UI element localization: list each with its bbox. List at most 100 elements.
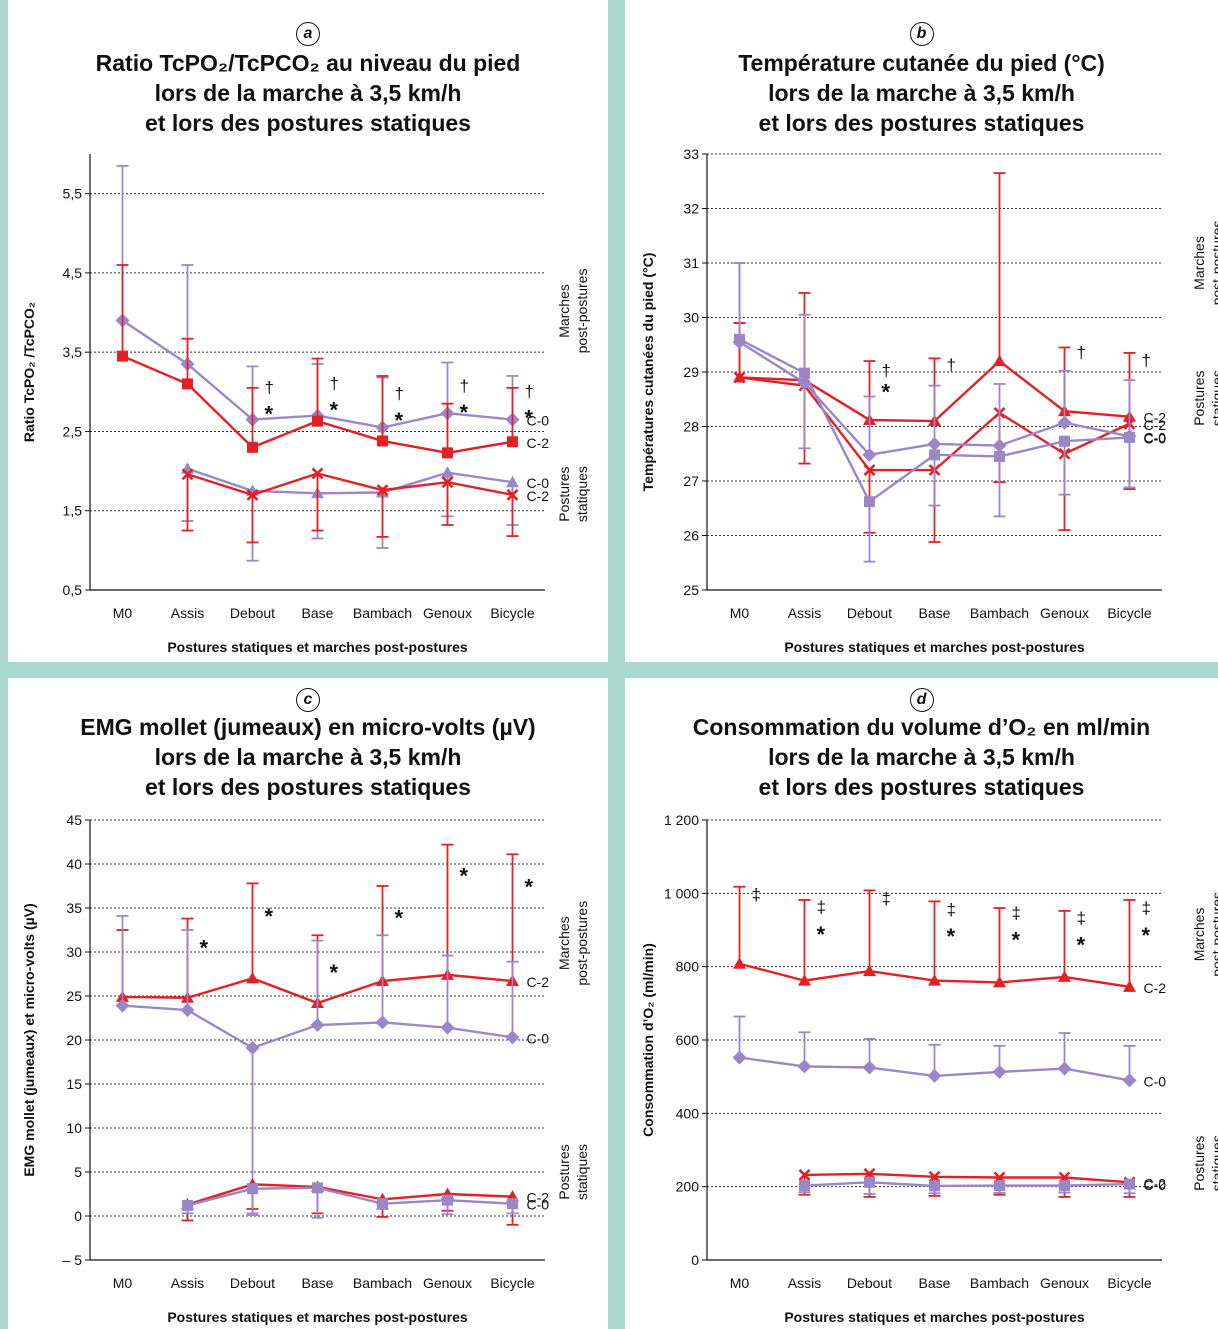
data-point-square (1059, 1180, 1070, 1192)
significance-marker: † (882, 361, 891, 380)
series-end-label: C-2 (527, 974, 550, 990)
series-c-0-postures: C-0 (798, 1176, 1167, 1195)
series-c-0-marches: C-0 (732, 1015, 1167, 1089)
significance-marker: * (330, 398, 339, 423)
significance-marker: ‡ (1142, 899, 1151, 918)
y-tick-label: 2,5 (63, 423, 83, 439)
y-tick-label: 35 (66, 900, 82, 916)
significance-marker: † (1142, 351, 1151, 370)
group-label-marches: post-postures (574, 901, 590, 986)
data-point-square (247, 441, 258, 453)
y-tick-label: 25 (66, 988, 82, 1004)
panel-title: Température cutanée du pied (°C) lors de… (625, 48, 1218, 138)
series-end-label: C-0 (1144, 1073, 1167, 1089)
data-point-diamond (732, 1050, 747, 1065)
group-label-marches: post-postures (1209, 892, 1218, 977)
chart-b: 25 26 27 28 29 30 31 32 33 M0 Assis Debout Base Bamba… (640, 148, 1218, 655)
series-end-label: C-0 (527, 1197, 550, 1213)
data-point-square (442, 1194, 453, 1206)
title-line-2: lors de la marche à 3,5 km/h (154, 80, 462, 106)
y-tick-label: 1,5 (63, 503, 83, 519)
series-line (187, 1186, 513, 1207)
x-tick-label: Base (302, 605, 334, 621)
group-label-postures: Postures (1191, 1136, 1207, 1191)
x-tick-label: M0 (113, 1275, 133, 1291)
x-tick-label: M0 (730, 1275, 750, 1291)
y-tick-label: 29 (683, 364, 699, 380)
series-end-label: C-2 (1144, 980, 1167, 996)
panel-c: c EMG mollet (jumeaux) en micro-volts (µ… (8, 678, 608, 1329)
group-label-marches: post-postures (1209, 221, 1218, 306)
y-tick-label: 30 (683, 310, 699, 326)
x-tick-label: M0 (730, 605, 750, 621)
significance-marker: ‡ (1077, 908, 1086, 927)
significance-marker: † (265, 378, 274, 397)
data-point-x (441, 476, 454, 489)
x-tick-label: Base (919, 605, 951, 621)
x-axis-title: Postures statiques et marches post-postu… (167, 1309, 468, 1325)
significance-marker: ‡ (752, 885, 761, 904)
significance-marker: * (882, 380, 891, 405)
chart-d: 0 200 400 600 800 1 000 1 200 M0 Assis Debout Base… (640, 812, 1218, 1325)
data-point-diamond (992, 1064, 1007, 1079)
y-tick-label: 1 200 (664, 812, 699, 828)
data-point-square (507, 1198, 518, 1210)
title-line-2: lors de la marche à 3,5 km/h (768, 80, 1075, 106)
title-line-2: lors de la marche à 3,5 km/h (154, 744, 462, 770)
series-line (187, 472, 513, 497)
data-point-diamond (180, 1003, 195, 1018)
group-label-postures: Postures (556, 466, 572, 521)
significance-marker: * (525, 875, 534, 900)
y-tick-label: 5 (74, 1164, 82, 1180)
series-end-label: C-0 (527, 413, 550, 429)
significance-marker: * (525, 406, 534, 431)
y-axis-title: Ratio TcPO₂ /TcPCO₂ (21, 302, 37, 442)
x-tick-label: Bicycle (1107, 1275, 1152, 1291)
significance-marker: † (460, 376, 469, 395)
series-c-0-marches: C-0 (115, 164, 550, 435)
data-point-diamond (862, 1060, 877, 1075)
group-label-postures: Postures (1191, 371, 1207, 426)
title-line-1: Consommation du volume d’O₂ en ml/min (692, 714, 1151, 740)
series-end-label: C-0 (1144, 1177, 1167, 1193)
significance-marker: * (1012, 928, 1021, 953)
significance-marker: ‡ (817, 897, 826, 916)
series-end-label: C-0 (1144, 430, 1167, 446)
x-tick-label: Genoux (1040, 605, 1089, 621)
data-point-diamond (862, 447, 877, 462)
x-axis-title: Postures statiques et marches post-postu… (784, 639, 1085, 655)
group-label-postures: statiques (1209, 370, 1218, 426)
x-tick-label: Debout (230, 1275, 275, 1291)
title-line-1: Température cutanée du pied (°C) (738, 50, 1105, 76)
significance-marker: † (525, 382, 534, 401)
significance-marker: * (460, 863, 469, 888)
data-point-x (863, 464, 876, 477)
data-point-diamond (440, 1020, 455, 1035)
data-point-diamond (992, 438, 1007, 453)
y-tick-label: 4,5 (63, 265, 83, 281)
data-point-x (376, 484, 389, 497)
data-point-square (312, 1182, 323, 1194)
data-point-triangle (181, 462, 194, 474)
x-tick-label: Bambach (353, 605, 412, 621)
data-point-square (864, 1176, 875, 1188)
data-point-square (734, 333, 745, 345)
series-end-label: C-2 (527, 1190, 550, 1206)
data-point-triangle (798, 974, 811, 986)
series-end-label: C-0 (1144, 429, 1167, 445)
y-axis-title: Températures cutanées du pied (°C) (640, 253, 656, 492)
y-tick-label: 30 (66, 944, 82, 960)
y-tick-label: 0 (74, 1208, 82, 1224)
x-tick-label: Genoux (1040, 1275, 1089, 1291)
data-point-square (929, 1180, 940, 1192)
y-tick-label: 5,5 (63, 186, 83, 202)
group-label-marches: Marches (1191, 908, 1207, 962)
panel-title: EMG mollet (jumeaux) en micro-volts (µV)… (8, 712, 608, 802)
data-point-square (1059, 435, 1070, 447)
data-point-triangle (506, 475, 519, 488)
group-label-marches: Marches (1191, 236, 1207, 290)
x-tick-label: Bambach (970, 605, 1029, 621)
y-tick-label: 600 (676, 1032, 700, 1048)
y-tick-label: 400 (676, 1105, 700, 1121)
series-c-2-marches: C-2 (733, 172, 1166, 427)
